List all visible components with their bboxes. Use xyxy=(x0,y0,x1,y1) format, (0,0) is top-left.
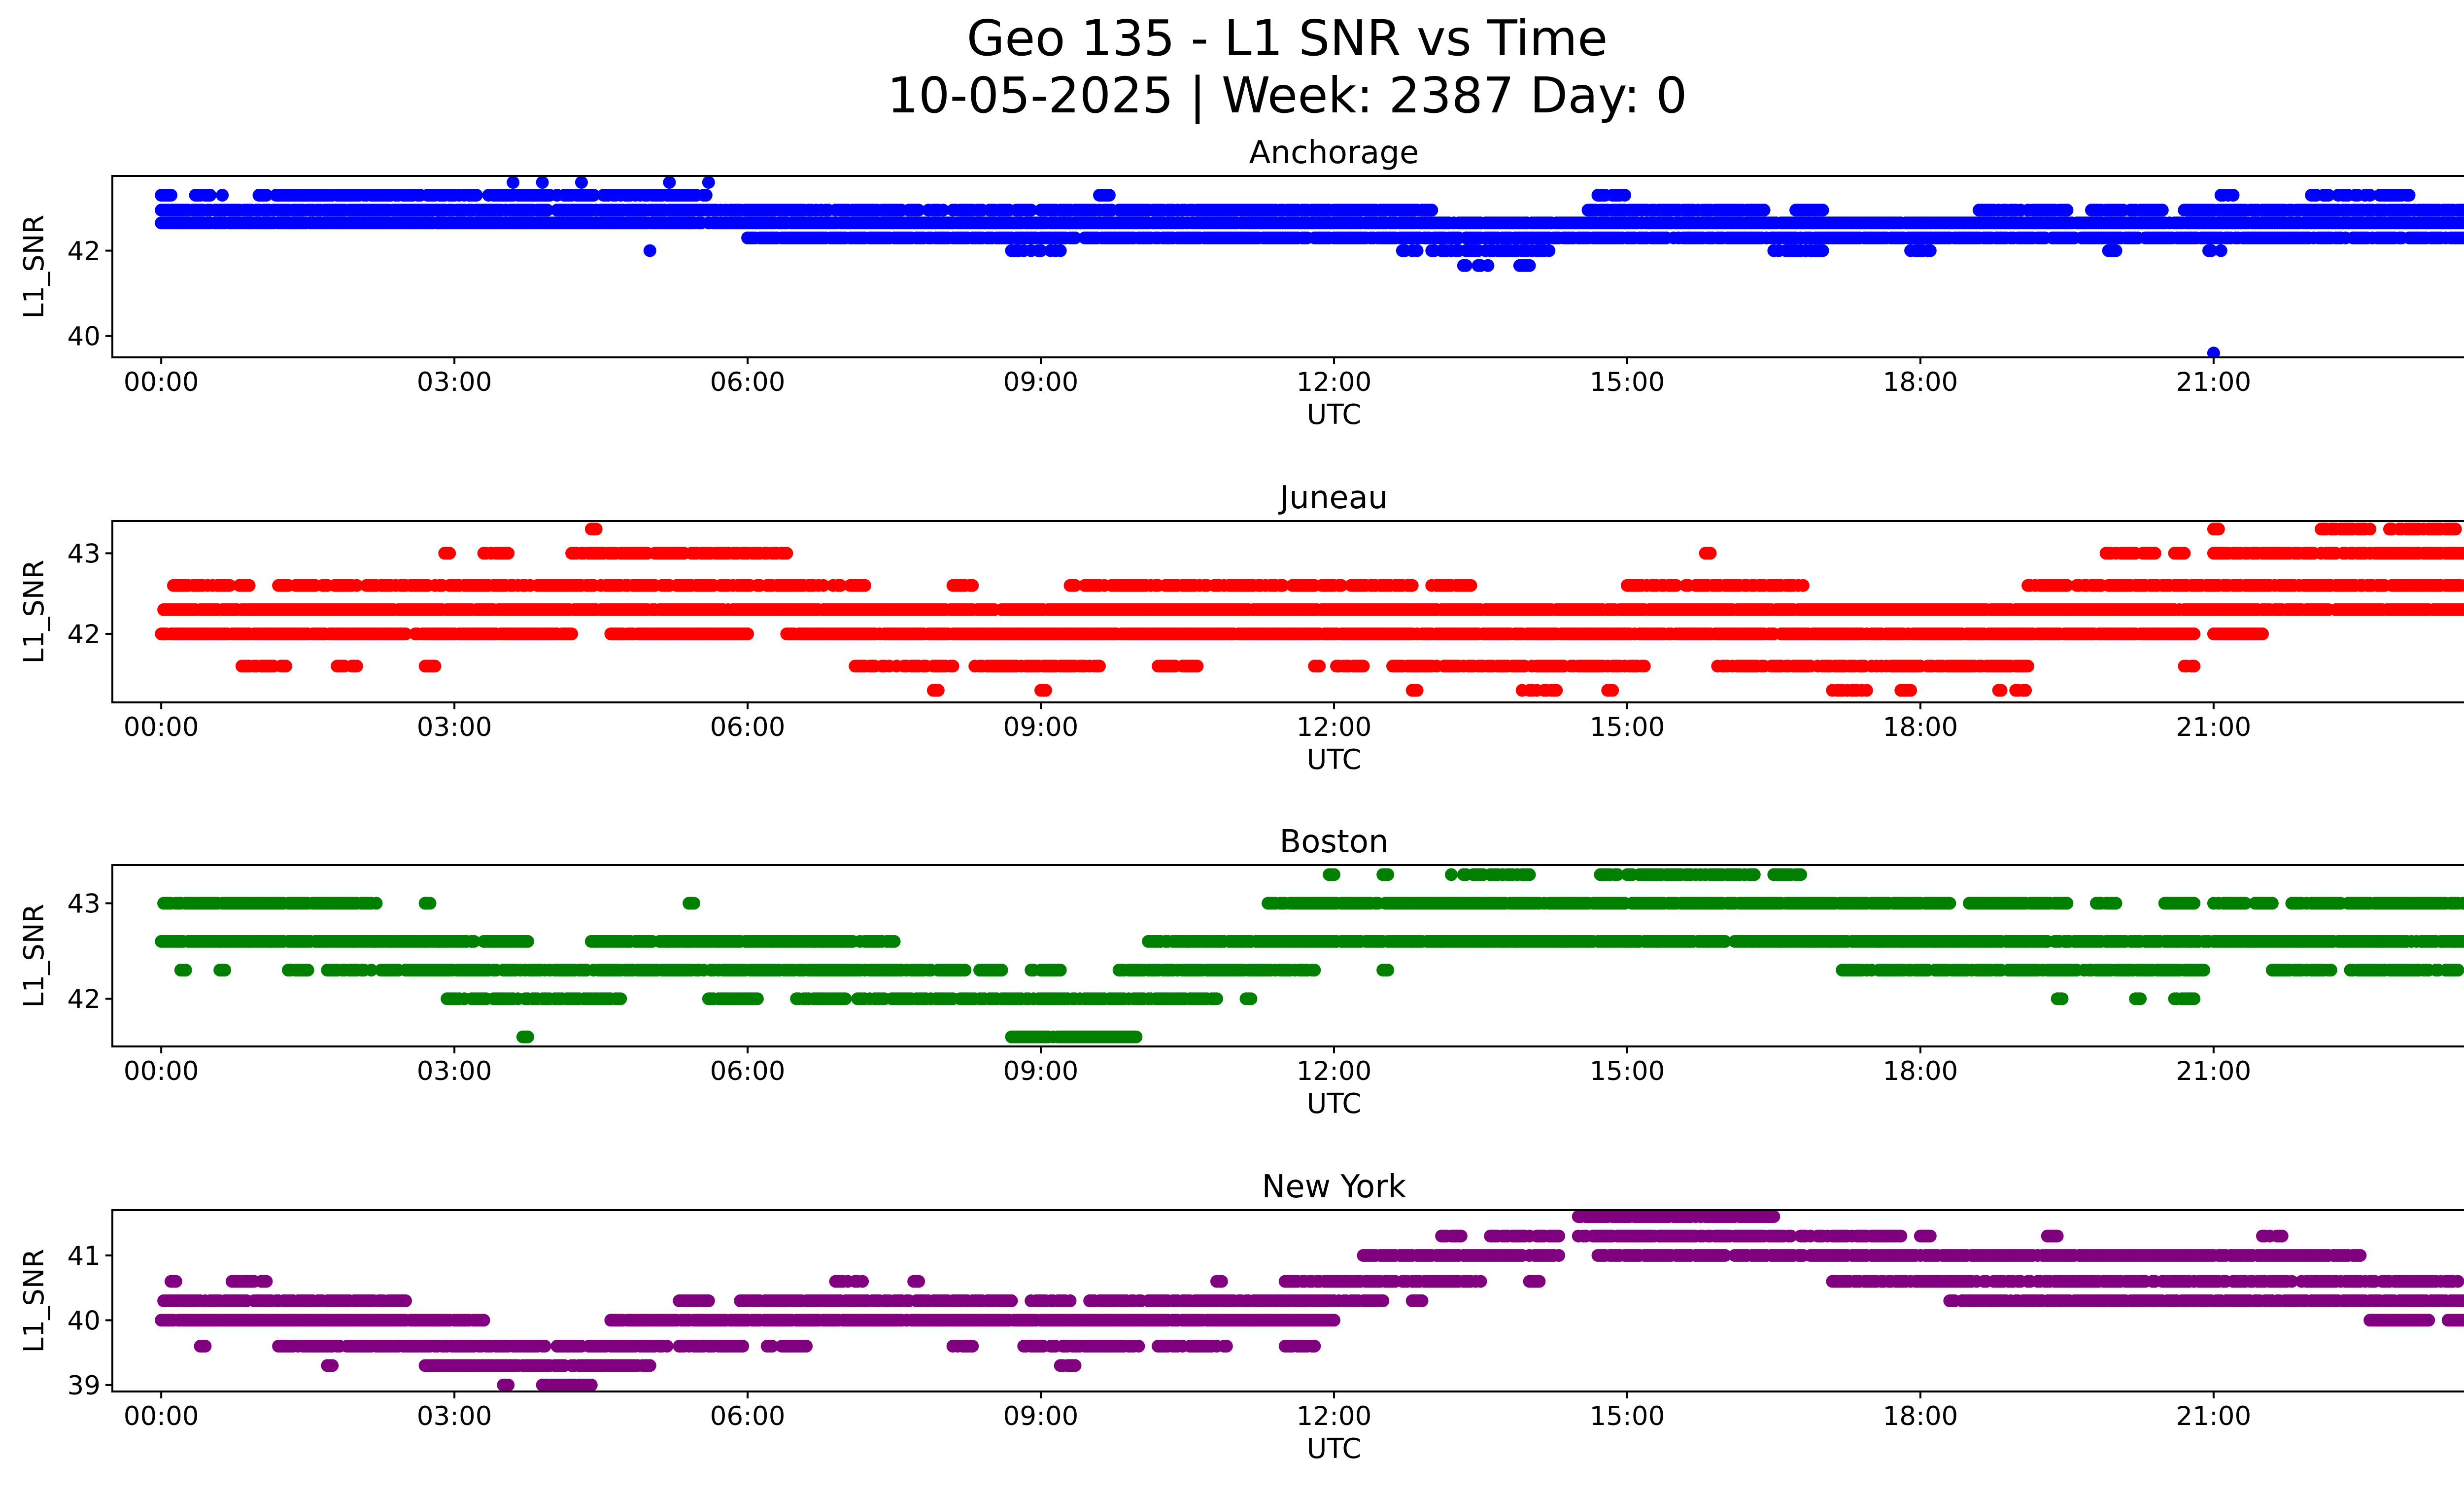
anchorage-point xyxy=(1034,244,1047,257)
anchorage-point xyxy=(204,189,217,202)
juneau-point xyxy=(966,579,979,592)
juneau-point xyxy=(780,547,793,560)
anchorage-point xyxy=(216,189,229,202)
juneau-points xyxy=(155,522,2464,697)
anchorage-point xyxy=(587,189,600,202)
anchorage-point xyxy=(663,176,676,189)
anchorage-point xyxy=(1816,244,1829,257)
anchorage-point xyxy=(1523,259,1536,272)
anchorage-point xyxy=(2207,347,2220,357)
anchorage-point xyxy=(699,189,713,202)
anchorage-point xyxy=(702,176,715,189)
anchorage-title: Anchorage xyxy=(1249,135,1419,171)
anchorage-point xyxy=(912,204,925,217)
anchorage-point xyxy=(1068,231,1082,244)
anchorage-x-tick-label: 06:00 xyxy=(710,367,786,397)
anchorage-point xyxy=(2214,244,2227,257)
anchorage-point xyxy=(260,189,273,202)
anchorage-point xyxy=(2461,232,2464,243)
anchorage-point xyxy=(2402,189,2416,202)
anchorage-point xyxy=(936,204,950,217)
anchorage-point xyxy=(1923,244,1937,257)
juneau-point xyxy=(589,522,603,536)
anchorage-point xyxy=(1542,244,1556,257)
anchorage-point xyxy=(2204,244,2218,257)
anchorage-point xyxy=(1816,204,1829,217)
juneau-point xyxy=(1796,579,1810,592)
juneau-point xyxy=(502,547,515,560)
anchorage-point xyxy=(2109,244,2122,257)
juneau-point xyxy=(2449,522,2462,536)
anchorage-x-tick-label: 15:00 xyxy=(1590,367,1665,397)
anchorage-point xyxy=(536,176,549,189)
juneau-point xyxy=(2178,547,2191,560)
juneau-point xyxy=(242,579,256,592)
anchorage-x-tick-label: 00:00 xyxy=(124,367,199,397)
anchorage-x-tick-label: 03:00 xyxy=(417,367,492,397)
juneau-point xyxy=(1704,547,1717,560)
anchorage-x-tick-label: 12:00 xyxy=(1297,367,1372,397)
anchorage-points xyxy=(155,176,2464,357)
anchorage-point xyxy=(2363,189,2377,202)
juneau-point xyxy=(1405,579,1419,592)
anchorage-point xyxy=(1757,204,1771,217)
juneau-point xyxy=(2148,547,2161,560)
anchorage-point xyxy=(2322,189,2335,202)
juneau-point xyxy=(2212,522,2225,536)
juneau-point xyxy=(741,627,754,640)
anchorage-axes-frame xyxy=(111,175,2464,358)
juneau-point xyxy=(1464,579,1477,592)
anchorage-point xyxy=(1481,259,1495,272)
anchorage-x-axis-label: UTC xyxy=(1306,399,1361,431)
anchorage-point xyxy=(2226,189,2240,202)
anchorage-point xyxy=(1459,259,1472,272)
anchorage-x-tick-label: 18:00 xyxy=(1883,367,1958,397)
anchorage-point xyxy=(541,204,554,217)
juneau-point xyxy=(858,579,872,592)
anchorage-x-tick-label: 21:00 xyxy=(2176,367,2252,397)
anchorage-point xyxy=(1425,204,1438,217)
anchorage-point xyxy=(507,176,520,189)
anchorage-point xyxy=(1102,189,1116,202)
anchorage-point xyxy=(2156,204,2169,217)
anchorage-point xyxy=(1054,244,1067,257)
anchorage-point xyxy=(470,189,483,202)
anchorage-point xyxy=(1025,204,1038,217)
anchorage-y-tick-label: 40 xyxy=(68,322,101,352)
anchorage-y-tick-label: 42 xyxy=(68,237,101,267)
anchorage-point xyxy=(2461,205,2464,215)
juneau-point xyxy=(565,627,579,640)
anchorage-point xyxy=(643,244,656,257)
subplot-anchorage: Anchorage 00:00 03:00 06:00 09:00 12:00 15:00 1… xyxy=(18,135,2464,431)
anchorage-point xyxy=(2060,204,2074,217)
anchorage-x-tick-label: 09:00 xyxy=(1003,367,1079,397)
juneau-point xyxy=(2363,522,2377,536)
anchorage-point xyxy=(1410,244,1424,257)
anchorage-point xyxy=(1618,189,1631,202)
anchorage-point xyxy=(2461,217,2464,228)
juneau-title: Juneau xyxy=(1278,480,1388,516)
figure-title-line2: 10-05-2025 | Week: 2387 Day: 0 xyxy=(887,67,1687,124)
anchorage-point xyxy=(575,176,588,189)
figure-title-line1: Geo 135 - L1 SNR vs Time xyxy=(967,9,1608,67)
anchorage-point xyxy=(165,189,177,202)
juneau-point xyxy=(443,547,456,560)
anchorage-y-axis-label: L1_SNR xyxy=(18,214,50,318)
